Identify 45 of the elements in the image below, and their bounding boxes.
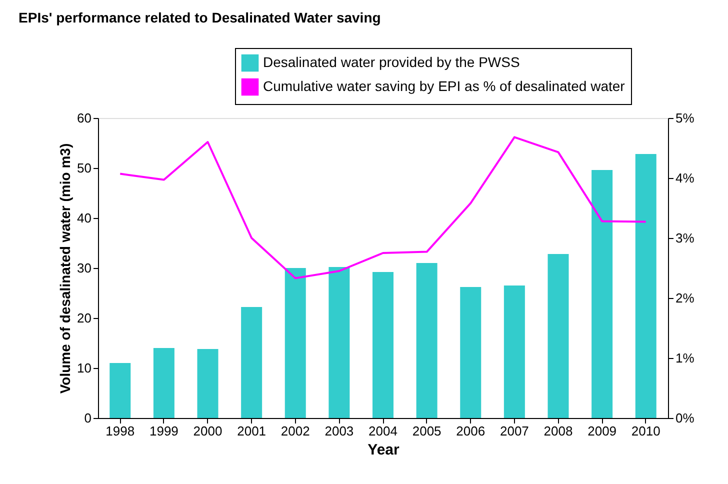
y2-tick-label: 0%: [676, 410, 695, 426]
bar: [153, 348, 174, 418]
bar: [548, 254, 569, 418]
x-tick-label: 1998: [106, 424, 135, 438]
x-tick-label: 2007: [500, 424, 529, 438]
x-tick-label: 2008: [544, 424, 573, 438]
y2-tick-label: 4%: [676, 170, 695, 186]
x-tick-label: 2004: [368, 424, 398, 438]
x-tick-label: 2002: [280, 424, 310, 438]
y-tick-label: 0: [84, 410, 92, 426]
x-tick-label: 2000: [193, 424, 222, 438]
y2-tick-label: 3%: [676, 230, 695, 246]
x-tick-label: 2010: [631, 424, 660, 438]
y-tick-label: 30: [77, 260, 92, 276]
x-tick-label: 2001: [237, 424, 266, 438]
bar: [504, 286, 525, 418]
x-tick-label: 2005: [412, 424, 442, 438]
bar: [284, 268, 306, 418]
legend-label: Cumulative water saving by EPI as % of desalinated water: [263, 78, 626, 94]
bar: [416, 263, 438, 418]
x-tick-label: 2009: [588, 424, 617, 438]
bar: [110, 363, 131, 418]
y-tick-label: 60: [77, 110, 92, 126]
legend-label: Desalinated water provided by the PWSS: [263, 54, 520, 70]
x-tick-label: 2003: [324, 424, 354, 438]
y2-tick-label: 5%: [676, 110, 695, 126]
y-axis-title: Volume of desalinated water (mio m3): [57, 143, 74, 394]
y-tick-label: 50: [77, 160, 92, 176]
y-tick-label: 10: [77, 360, 92, 376]
bar: [592, 170, 613, 418]
x-tick-label: 2006: [456, 424, 486, 438]
x-axis-title: Year: [368, 442, 400, 458]
y2-tick-label: 1%: [676, 350, 695, 366]
bar: [197, 349, 218, 418]
y-tick-label: 40: [77, 210, 92, 226]
y2-tick-label: 2%: [676, 290, 695, 306]
bar: [460, 287, 482, 418]
line-series: [119, 136, 647, 280]
y-tick-label: 20: [77, 310, 92, 326]
bar: [372, 272, 394, 418]
bar: [241, 307, 262, 418]
bar: [328, 267, 350, 418]
x-tick-label: 1999: [149, 424, 178, 438]
bar: [635, 154, 656, 418]
chart-title: EPIs' performance related to Desalinated Water saving: [18, 10, 381, 26]
